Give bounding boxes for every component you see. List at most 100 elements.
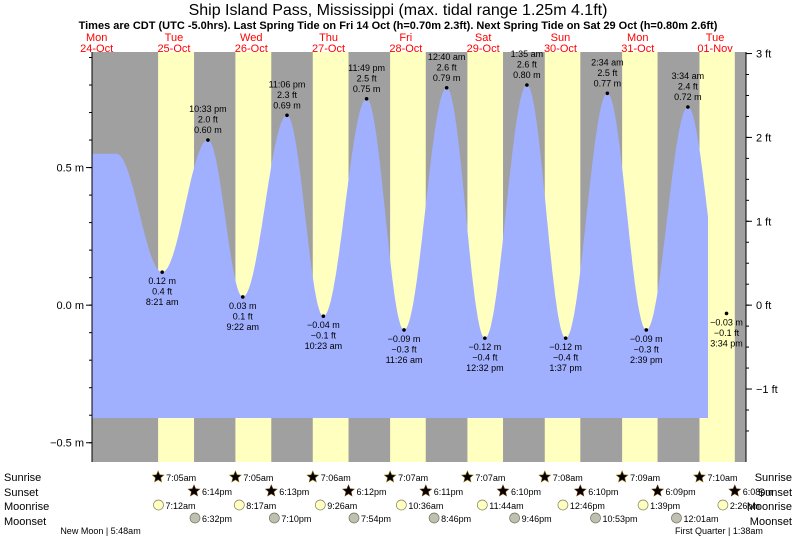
day-of-week-label: Thu [319,32,338,44]
row-label-moonset-left: Moonset [4,516,46,528]
tide-extreme-label: −0.04 m [307,320,340,330]
sunset-time: 6:11pm [434,487,463,497]
tide-extreme-label: 0.75 m [353,84,381,94]
right-tick-label: 2 ft [756,132,771,144]
tide-extreme-label: 1:35 am [511,49,544,59]
tide-extreme-label: 2.6 ft [437,62,458,72]
moonset-time: 6:32pm [202,514,232,524]
tide-extreme-label: 2.5 ft [597,68,618,78]
right-tick-label: 1 ft [756,216,771,228]
tide-extreme-label: 10:23 am [305,341,343,351]
tide-extreme-label: −0.1 ft [311,331,337,341]
sunset-star-icon [496,484,510,497]
chart-title: Ship Island Pass, Mississippi (max. tida… [189,2,608,19]
date-label: 30-Oct [544,43,577,55]
tide-extreme-label: 1:37 pm [549,363,582,373]
moonrise-moon-icon [314,499,326,511]
astronomy-rows: Sunrise Sunset Moonrise Moonset Sunrise … [4,470,792,536]
moonrise-moon-icon [395,499,407,511]
date-label: 26-Oct [235,43,268,55]
sunrise-time: 7:10am [707,473,737,483]
sunrise-time: 7:08am [553,473,583,483]
sunset-star-icon [342,484,355,497]
day-of-week-label: Tue [165,32,184,44]
sunrise-star-icon [460,470,474,483]
day-of-week-label: Mon [86,32,107,44]
tide-extreme-point [644,328,649,332]
moonset-moon-icon [348,512,360,524]
sunset-time: 6:10pm [588,487,618,497]
moonrise-moon-icon [233,499,245,511]
day-labels: Mon24-OctTue25-OctWed26-OctThu27-OctFri2… [80,32,733,55]
sunrise-time: 7:05am [243,473,273,483]
tide-extreme-point [483,336,487,340]
date-label: 31-Oct [621,43,654,55]
tide-extreme-point [686,105,690,109]
tide-extreme-label: 2:39 pm [630,355,663,365]
moonset-moon-icon [590,512,601,524]
tide-extreme-label: 10:33 pm [189,104,227,114]
tide-extreme-label: −0.09 m [388,334,421,344]
tide-extreme-label: −0.3 ft [391,344,417,354]
date-label: 28-Oct [389,43,422,55]
date-label: 27-Oct [312,43,345,55]
sunrise-star-icon [306,470,320,483]
right-tick-label: −1 ft [756,384,778,396]
sunset-star-icon [187,484,201,497]
tide-area [92,85,708,418]
moonset-time: 10:53pm [603,514,638,524]
moonrise-time: 1:39pm [650,501,680,511]
tide-extreme-label: −0.12 m [549,342,582,352]
day-of-week-label: Wed [240,32,262,44]
tide-extreme-label: 11:26 am [386,355,423,365]
moonset-time: 12:01am [683,514,718,524]
sunset-time: 6:14pm [202,487,232,497]
sunset-time: 6:10pm [511,487,541,497]
tide-extreme-point [605,91,610,96]
moonrise-moon-icon [557,499,569,511]
tide-extreme-label: 0.03 m [229,301,257,311]
axes: 0.5 m 0.0 m −0.5 m 3 ft 2 ft 1 ft 0 ft −1 ft [50,49,778,462]
row-label-moonset-right: Moonset [750,516,792,528]
moonset-moon-icon [428,512,440,524]
moonset-time: 8:46pm [441,514,471,524]
tide-extreme-point [160,270,164,274]
row-label-sunset-right: Sunset [758,487,792,499]
moonset-moon-icon [268,512,280,524]
moonrise-time: 7:12am [165,501,195,511]
tide-extreme-point [402,328,406,332]
sunset-star-icon [264,484,278,497]
moonset-moon-icon [189,512,201,524]
tide-extreme-point [240,295,245,299]
date-label: 01-Nov [697,43,733,55]
row-label-moonrise-right: Moonrise [747,501,792,513]
tide-extreme-point [724,311,729,316]
tide-extreme-point [321,314,326,318]
moonrise-time: 10:36am [408,501,443,511]
tide-extreme-label: 2.0 ft [198,115,219,125]
tide-extreme-point [563,336,568,340]
day-of-week-label: Sun [551,32,571,44]
tide-extreme-point [206,138,210,142]
tide-extreme-point [364,96,369,101]
right-tick-label: 0 ft [756,300,771,312]
date-label: 29-Oct [467,43,500,55]
tide-extreme-label: 0.77 m [594,78,622,88]
tide-extreme-label: 8:21 am [146,297,179,307]
sunrise-star-icon [693,470,706,483]
tide-extreme-label: −0.4 ft [553,353,579,363]
tide-extreme-label: 0.69 m [273,100,301,110]
sunset-star-icon [728,484,742,497]
sunrise-star-icon [383,470,397,483]
tide-extreme-label: 0.12 m [148,276,176,286]
tide-labels: 0.12 m0.4 ft8:21 am 10:33 pm2.0 ft0.60 m 0… [146,49,743,373]
tide-extreme-label: −0.12 m [468,342,501,352]
row-label-moonrise-left: Moonrise [4,501,49,513]
tide-curve [92,85,708,418]
tide-extreme-label: 11:06 pm [269,79,306,89]
left-tick-label: 0.5 m [56,163,84,175]
date-label: 24-Oct [80,43,113,55]
tide-extreme-label: 0.79 m [433,73,461,83]
moonrise-moon-icon [153,499,164,511]
moonset-time: 9:46pm [522,514,552,524]
